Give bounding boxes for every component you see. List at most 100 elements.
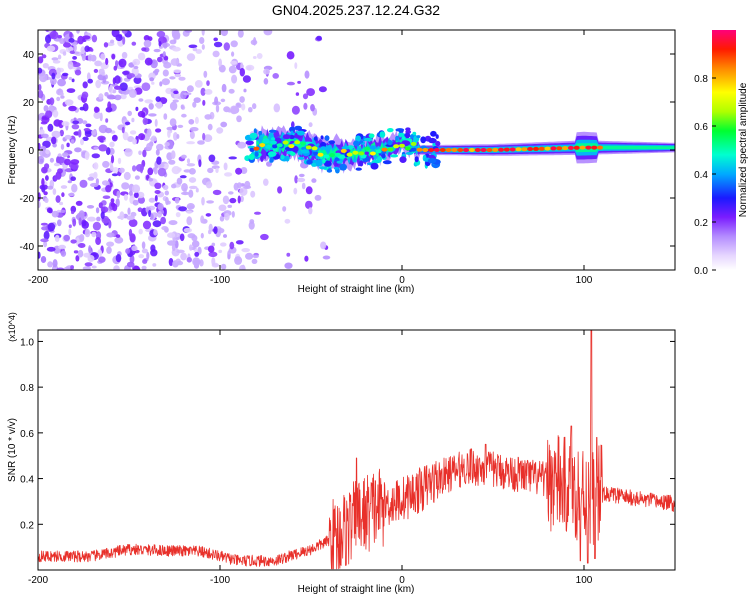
noise-cell bbox=[220, 242, 227, 247]
noise-cell bbox=[213, 37, 218, 42]
noise-cell bbox=[106, 246, 112, 254]
noise-cell bbox=[52, 109, 59, 118]
noise-cell bbox=[260, 233, 269, 241]
noise-cell bbox=[144, 99, 153, 104]
noise-cell bbox=[133, 65, 139, 70]
noise-cell bbox=[98, 202, 103, 209]
noise-cell bbox=[186, 203, 195, 210]
noise-cell bbox=[172, 46, 181, 52]
noise-cell bbox=[308, 122, 313, 128]
colorbar-label: Normalized spectral amplitude bbox=[738, 82, 749, 217]
noise-cell bbox=[240, 195, 244, 202]
noise-cell bbox=[81, 53, 86, 62]
noise-cell bbox=[132, 138, 137, 145]
band-blob bbox=[249, 132, 258, 139]
snr-series-line bbox=[38, 330, 675, 570]
noise-cell bbox=[201, 196, 205, 206]
noise-cell bbox=[220, 98, 226, 103]
figure-title: GN04.2025.237.12.24.G32 bbox=[272, 2, 440, 18]
noise-cell bbox=[154, 182, 162, 189]
noise-cell bbox=[45, 110, 53, 119]
noise-cell bbox=[153, 229, 158, 236]
noise-cell bbox=[240, 167, 248, 174]
noise-cell bbox=[198, 159, 202, 168]
noise-cell bbox=[38, 90, 44, 99]
noise-cell bbox=[41, 133, 49, 139]
noise-cell bbox=[179, 233, 185, 242]
noise-cell bbox=[60, 95, 65, 99]
band-core bbox=[311, 146, 318, 151]
noise-cell bbox=[40, 256, 47, 263]
noise-cell bbox=[86, 72, 91, 81]
band-blob bbox=[399, 156, 407, 164]
x-tick-label: 100 bbox=[576, 275, 593, 286]
noise-cell bbox=[125, 248, 131, 254]
band-core bbox=[556, 146, 563, 151]
noise-cell bbox=[297, 80, 301, 84]
noise-cell bbox=[104, 127, 112, 134]
noise-cell bbox=[109, 141, 115, 148]
noise-cell bbox=[212, 50, 220, 58]
noise-cell bbox=[142, 149, 147, 158]
band-core bbox=[498, 147, 504, 152]
noise-cell bbox=[72, 56, 77, 60]
noise-cell bbox=[95, 237, 101, 245]
noise-cell bbox=[106, 241, 115, 247]
noise-cell bbox=[222, 195, 230, 205]
band-core bbox=[305, 145, 312, 150]
noise-cell bbox=[158, 41, 162, 47]
noise-cell bbox=[263, 78, 269, 85]
noise-cell bbox=[213, 226, 218, 235]
noise-cell bbox=[96, 216, 101, 222]
band-blob bbox=[245, 140, 254, 146]
noise-cell bbox=[218, 249, 223, 254]
noise-cell bbox=[200, 87, 206, 96]
x-tick-label: -200 bbox=[28, 575, 48, 586]
band-blob bbox=[336, 160, 343, 164]
noise-cell bbox=[236, 103, 241, 107]
noise-cell bbox=[105, 118, 109, 123]
noise-cell bbox=[304, 70, 310, 79]
band-blob bbox=[248, 153, 255, 160]
noise-cell bbox=[208, 251, 218, 258]
noise-cell bbox=[153, 167, 158, 175]
noise-cell bbox=[77, 243, 86, 248]
band-blob bbox=[253, 128, 257, 134]
noise-cell bbox=[153, 48, 161, 53]
band-core bbox=[381, 147, 388, 152]
noise-cell bbox=[76, 30, 80, 34]
noise-cell bbox=[57, 78, 66, 87]
noise-cell bbox=[229, 241, 235, 250]
noise-cell bbox=[141, 82, 151, 91]
band-blob bbox=[294, 125, 302, 131]
noise-cell bbox=[237, 30, 244, 38]
noise-cell bbox=[75, 200, 83, 206]
band-blob bbox=[379, 131, 386, 138]
noise-cell bbox=[146, 251, 150, 260]
noise-cell bbox=[235, 240, 244, 245]
noise-cell bbox=[82, 35, 91, 40]
noise-cell bbox=[254, 211, 261, 215]
noise-cell bbox=[61, 121, 70, 127]
noise-cell bbox=[122, 70, 130, 75]
noise-cell bbox=[170, 58, 179, 66]
noise-cell bbox=[90, 48, 94, 52]
snr-y-scale-label: (x10^4) bbox=[7, 312, 17, 342]
noise-cell bbox=[200, 215, 205, 224]
noise-cell bbox=[112, 167, 119, 174]
noise-cell bbox=[132, 265, 141, 270]
noise-cell bbox=[156, 143, 164, 151]
noise-cell bbox=[171, 244, 176, 252]
noise-cell bbox=[47, 261, 53, 268]
noise-cell bbox=[47, 222, 56, 232]
noise-cell bbox=[114, 236, 124, 244]
noise-cell bbox=[164, 190, 169, 196]
band-core bbox=[282, 140, 289, 145]
noise-cell bbox=[297, 177, 306, 183]
noise-cell bbox=[205, 213, 212, 217]
noise-cell bbox=[50, 77, 57, 86]
noise-cell bbox=[56, 267, 65, 270]
noise-cell bbox=[206, 200, 215, 204]
noise-cell bbox=[70, 139, 75, 144]
